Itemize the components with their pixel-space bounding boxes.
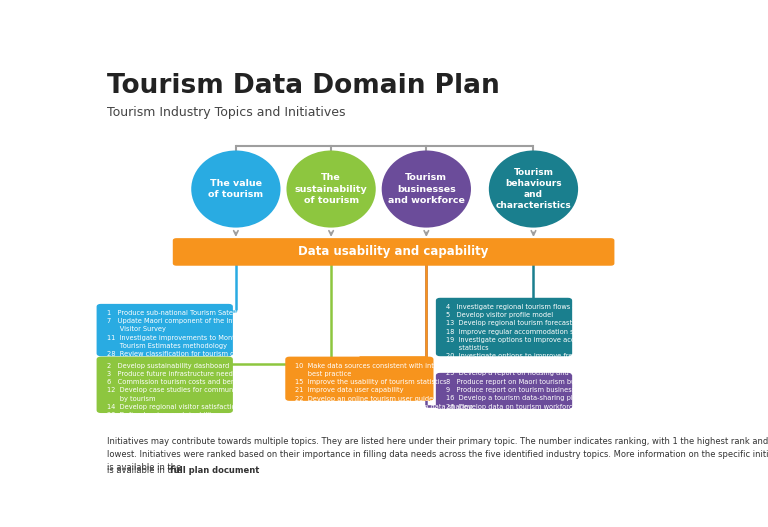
Text: 10  Make data sources consistent with international
      best practice
15  Impr: 10 Make data sources consistent with int… xyxy=(296,363,473,410)
FancyBboxPatch shape xyxy=(436,298,572,356)
Text: The
sustainability
of tourism: The sustainability of tourism xyxy=(295,173,367,204)
Ellipse shape xyxy=(286,151,376,228)
FancyBboxPatch shape xyxy=(436,373,572,409)
Text: Initiatives may contribute towards multiple topics. They are listed here under t: Initiatives may contribute towards multi… xyxy=(107,437,768,472)
Text: full plan document: full plan document xyxy=(170,466,259,475)
Text: Tourism
behaviours
and
characteristics: Tourism behaviours and characteristics xyxy=(495,168,571,210)
Text: Data usability and capability: Data usability and capability xyxy=(299,246,488,258)
Text: The value
of tourism: The value of tourism xyxy=(208,179,263,199)
Ellipse shape xyxy=(488,151,578,228)
Text: 1   Produce sub-national Tourism Satellite Accounts
7   Update Maori component o: 1 Produce sub-national Tourism Satellite… xyxy=(107,310,277,357)
Text: Tourism Industry Topics and Initiatives: Tourism Industry Topics and Initiatives xyxy=(107,106,345,119)
Text: 8   Produce report on Maori tourism business performance
9   Produce report on t: 8 Produce report on Maori tourism busine… xyxy=(446,379,641,409)
Text: 2   Develop sustainability dashboard
3   Produce future infrastructure needs rep: 2 Develop sustainability dashboard 3 Pro… xyxy=(107,363,310,435)
FancyBboxPatch shape xyxy=(173,238,614,266)
Text: .: . xyxy=(227,466,229,475)
Ellipse shape xyxy=(382,151,471,228)
Text: Tourism Data Domain Plan: Tourism Data Domain Plan xyxy=(107,73,499,100)
Text: 4   Investigate regional tourism flows and volumes
5   Develop visitor profile m: 4 Investigate regional tourism flows and… xyxy=(446,304,623,376)
Text: is available in the: is available in the xyxy=(107,466,184,475)
FancyBboxPatch shape xyxy=(97,304,233,356)
FancyBboxPatch shape xyxy=(285,357,433,401)
FancyBboxPatch shape xyxy=(97,357,233,413)
Ellipse shape xyxy=(191,151,280,228)
Text: Tourism
businesses
and workforce: Tourism businesses and workforce xyxy=(388,173,465,204)
